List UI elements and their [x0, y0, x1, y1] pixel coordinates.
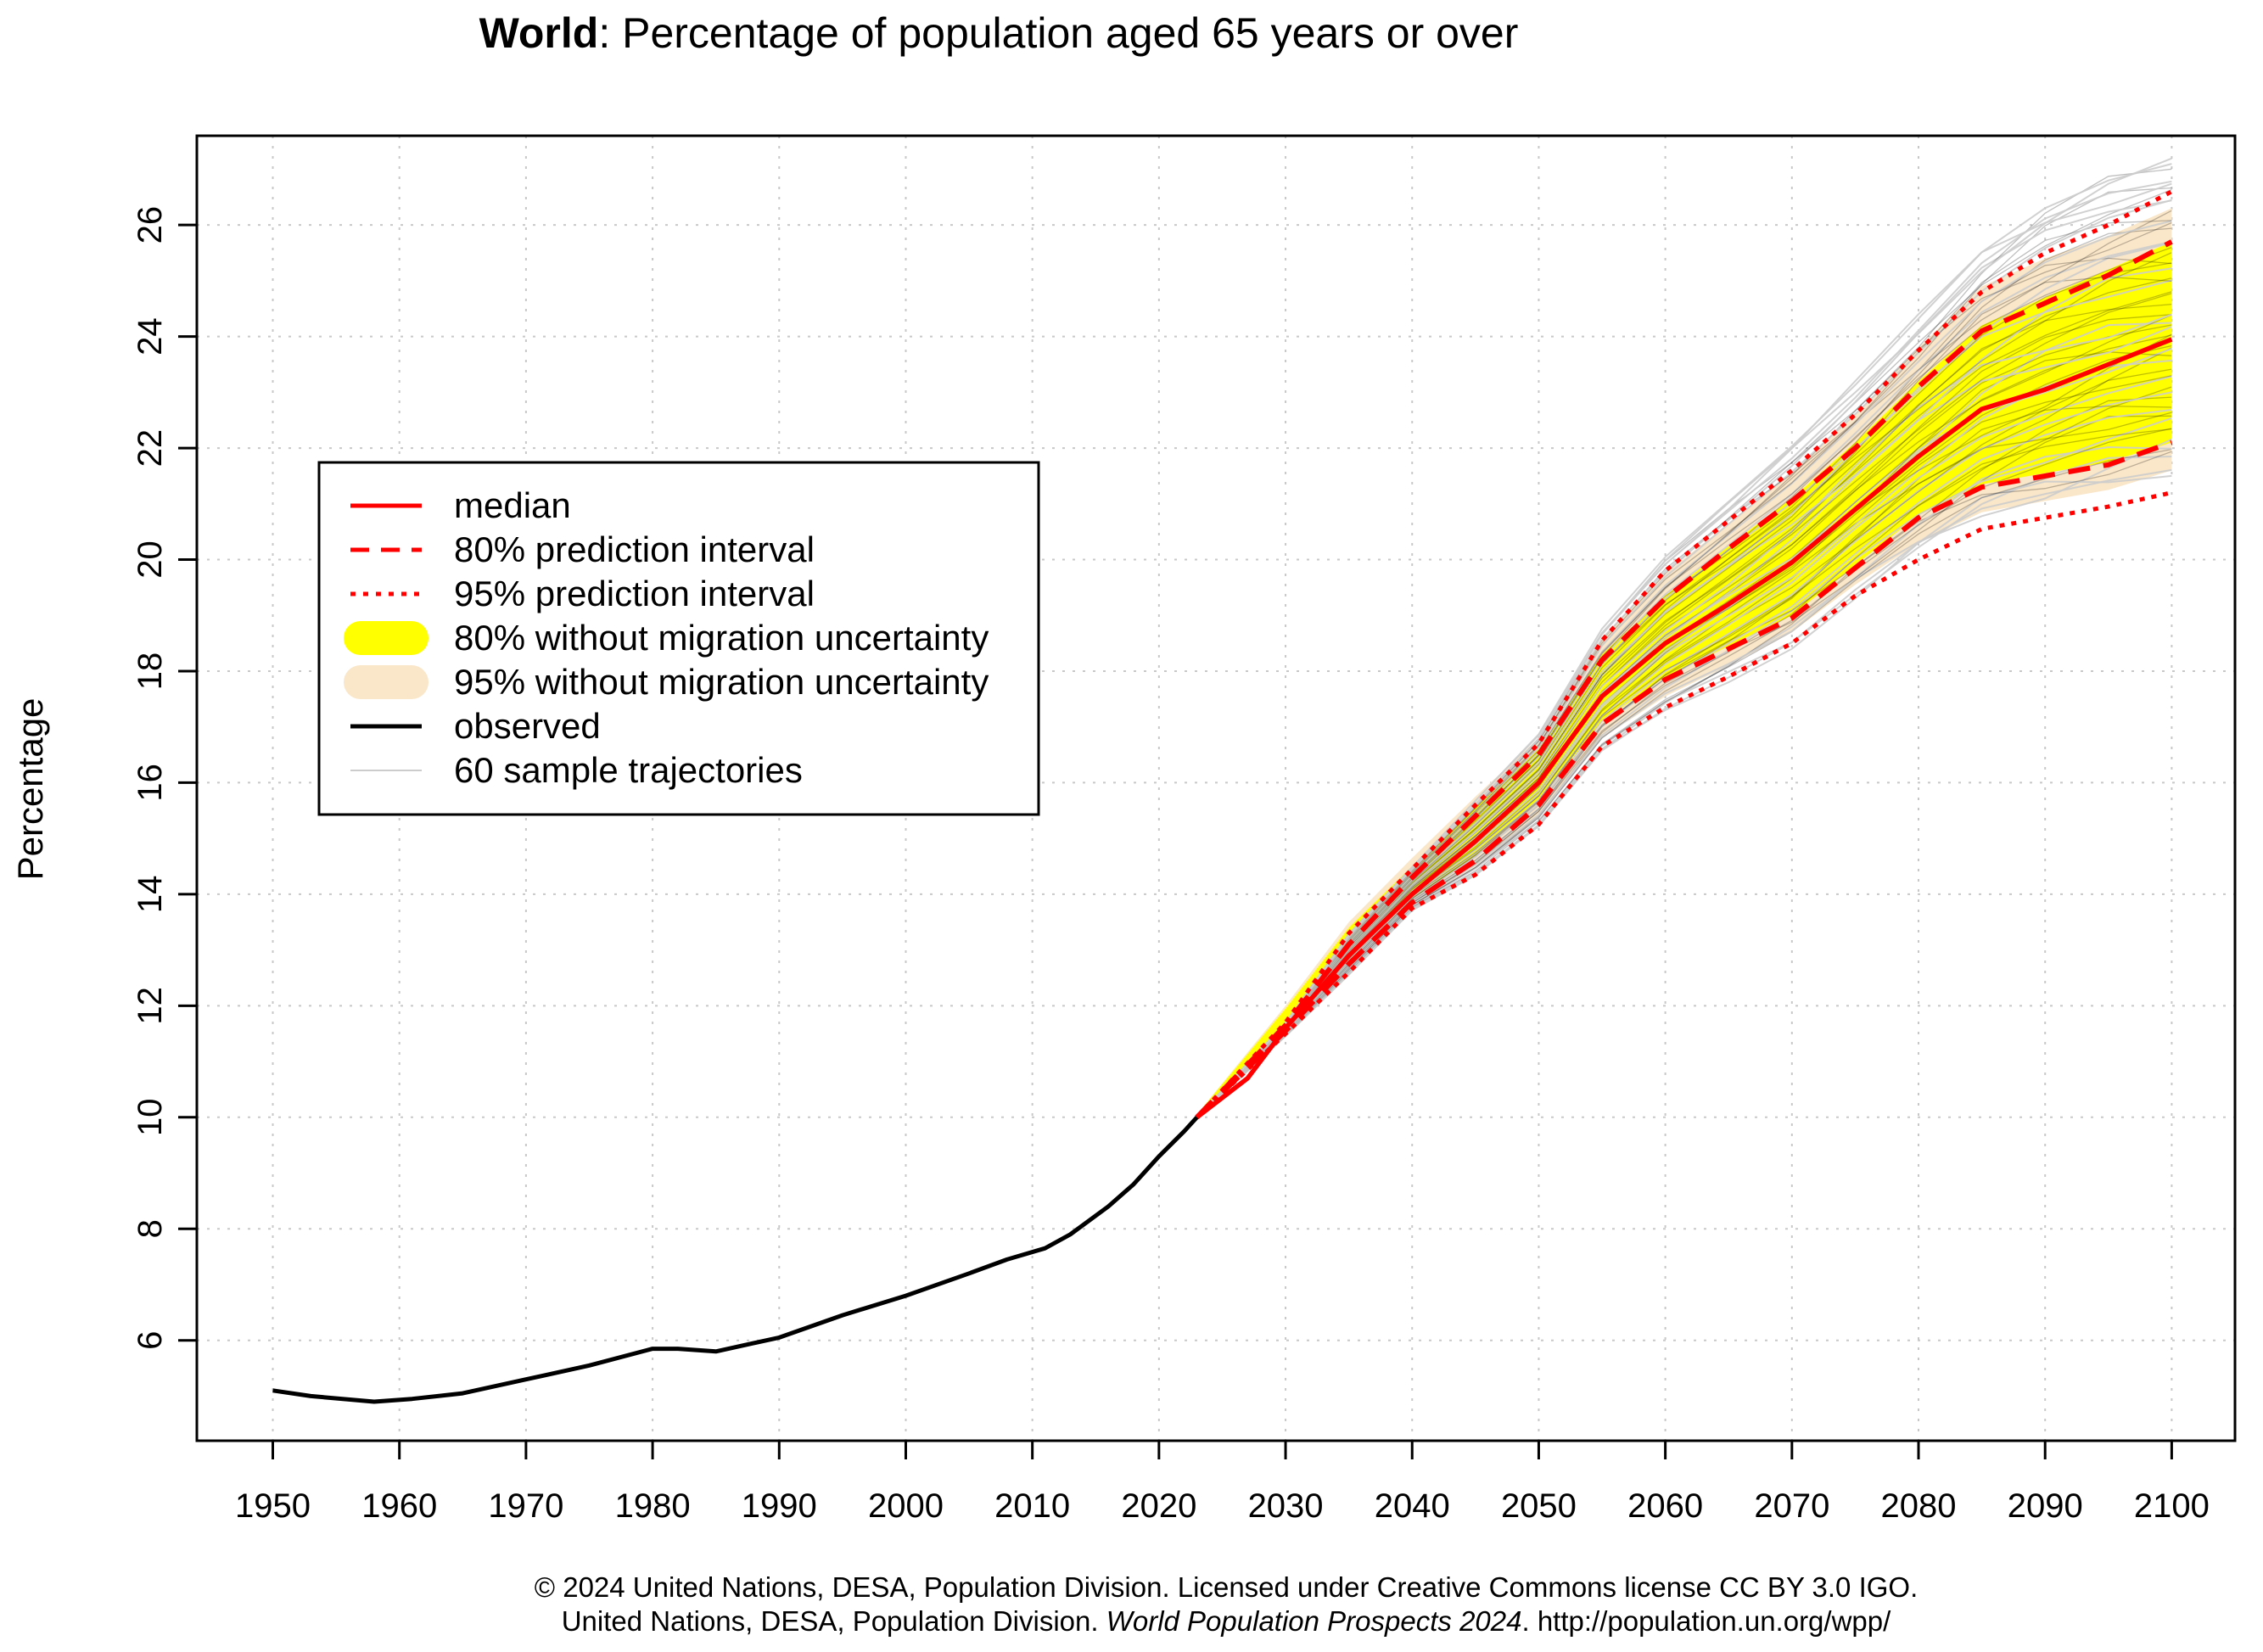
- x-tick-label: 2070: [1754, 1487, 1829, 1525]
- x-tick-label: 1950: [235, 1487, 311, 1525]
- x-tick-label: 1970: [488, 1487, 563, 1525]
- x-tick-label: 2020: [1121, 1487, 1196, 1525]
- legend-label-pi95: 95% prediction interval: [454, 574, 815, 613]
- sample-trajectories: [1196, 157, 2172, 1118]
- sample-trajectory: [1196, 246, 2172, 1118]
- legend-label-samples: 60 sample trajectories: [454, 750, 803, 790]
- x-tick-label: 2060: [1627, 1487, 1703, 1525]
- y-tick-label: 10: [132, 1099, 169, 1137]
- credit-line-2-italic: World Population Prospects 2024: [1106, 1605, 1522, 1637]
- sample-trajectory: [1196, 163, 2172, 1118]
- x-tick-label: 1960: [361, 1487, 437, 1525]
- series-lines: [272, 189, 2173, 1404]
- sample-trajectory: [1196, 375, 2172, 1118]
- x-tick-label: 2050: [1501, 1487, 1577, 1525]
- x-tick-label: 1980: [615, 1487, 691, 1525]
- legend-box: [317, 461, 1040, 816]
- sample-trajectory: [1196, 313, 2172, 1118]
- sample-trajectory: [1196, 409, 2172, 1118]
- y-tick-label: 16: [132, 764, 169, 802]
- chart-title: World: Percentage of population aged 65 …: [479, 9, 1519, 57]
- sample-trajectory: [1196, 199, 2172, 1118]
- line-observed: [272, 1116, 1199, 1404]
- line-pi95-upper: [1195, 189, 2173, 1119]
- y-tick-label: 14: [132, 876, 169, 914]
- band-80-no-migration: [1196, 241, 2172, 1117]
- y-tick-label: 8: [132, 1219, 169, 1238]
- sample-trajectory: [1196, 227, 2172, 1118]
- sample-trajectory: [1196, 415, 2172, 1118]
- chart-title-bold: World: [479, 9, 599, 57]
- y-axis-label: Percentage: [10, 698, 50, 881]
- y-tick-label: 24: [132, 317, 169, 356]
- credit-line-2: United Nations, DESA, Population Divisio…: [562, 1605, 1891, 1637]
- line-pi95-lower: [1195, 490, 2172, 1119]
- credit-line-2-tail: . http://population.un.org/wpp/: [1521, 1605, 1891, 1637]
- line-pi80-upper: [1195, 239, 2173, 1119]
- x-axis: 1950 1960 1970 1980 1990 2000 2010 2020 2030 2040…: [235, 1439, 2210, 1525]
- bands: [1196, 208, 2172, 1117]
- legend-label-observed: observed: [454, 706, 601, 746]
- x-tick-label: 2090: [2008, 1487, 2083, 1525]
- legend-label-pi80: 80% prediction interval: [454, 529, 815, 569]
- credit-line-1: © 2024 United Nations, DESA, Population …: [535, 1571, 1919, 1603]
- y-tick-label: 20: [132, 540, 169, 579]
- y-axis: 6 8 10 12 14 16 18 20 22 24 26: [132, 206, 197, 1350]
- legend-label-nomig80: 80% without migration uncertainty: [454, 618, 989, 658]
- sample-trajectory: [1196, 445, 2172, 1118]
- line-pi80-lower: [1195, 440, 2173, 1119]
- legend-label-nomig95: 95% without migration uncertainty: [454, 662, 989, 702]
- x-tick-label: 1990: [742, 1487, 817, 1525]
- chart-title-rest: : Percentage of population aged 65 years…: [598, 9, 1518, 57]
- y-tick-label: 22: [132, 429, 169, 468]
- sample-trajectory: [1196, 240, 2172, 1118]
- y-tick-label: 12: [132, 987, 169, 1025]
- credit-line-2-plain: United Nations, DESA, Population Divisio…: [562, 1605, 1106, 1637]
- x-tick-label: 2010: [994, 1487, 1070, 1525]
- sample-trajectory: [1196, 396, 2172, 1118]
- sample-trajectory: [1196, 428, 2172, 1118]
- x-tick-label: 2080: [1881, 1487, 1957, 1525]
- x-tick-label: 2100: [2134, 1487, 2210, 1525]
- legend-label-median: median: [454, 485, 571, 525]
- x-tick-label: 2040: [1375, 1487, 1450, 1525]
- sample-trajectory: [1196, 405, 2172, 1118]
- line-median: [1195, 337, 2173, 1119]
- x-tick-label: 2030: [1248, 1487, 1324, 1525]
- y-tick-label: 6: [132, 1331, 169, 1350]
- y-tick-label: 18: [132, 652, 169, 691]
- sample-trajectory: [1196, 412, 2172, 1118]
- sample-trajectory: [1196, 438, 2172, 1118]
- y-tick-label: 26: [132, 206, 169, 244]
- sample-trajectory: [1196, 279, 2172, 1118]
- sample-trajectory: [1196, 326, 2172, 1118]
- sample-trajectory: [1196, 242, 2172, 1118]
- sample-trajectory: [1196, 220, 2172, 1118]
- sample-trajectory: [1196, 428, 2172, 1118]
- sample-trajectory: [1196, 277, 2172, 1118]
- x-tick-label: 2000: [868, 1487, 944, 1525]
- sample-trajectory: [1196, 451, 2172, 1118]
